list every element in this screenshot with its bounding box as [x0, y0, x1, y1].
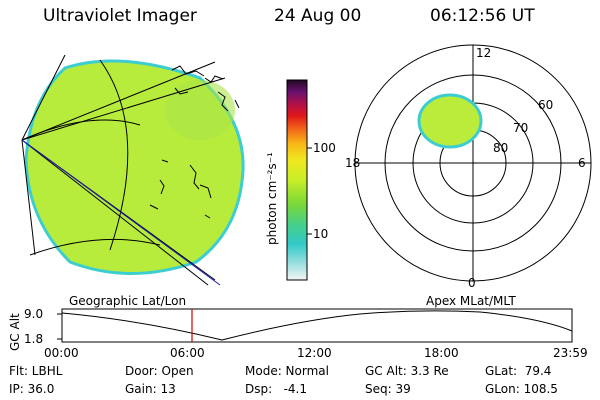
- info-gc-alt: GC Alt: 3.3 Re: [365, 364, 449, 378]
- y-tick-9: 9.0: [24, 307, 44, 321]
- colorbar-tick-10: 10: [313, 227, 329, 241]
- instrument-title: Ultraviolet Imager: [43, 6, 197, 26]
- colorbar-tick-100: 100: [313, 141, 336, 155]
- x-tick-0000: 00:00: [44, 346, 79, 360]
- x-tick-2359: 23:59: [553, 346, 588, 360]
- timeline-left-title: Geographic Lat/Lon: [69, 294, 187, 308]
- info-glon: GLon: 108.5: [485, 382, 558, 396]
- x-tick-1800: 18:00: [424, 346, 459, 360]
- time-label: 06:12:56 UT: [430, 6, 535, 26]
- coastlines: [149, 65, 240, 219]
- track-line: [21, 139, 221, 286]
- info-glat: GLat: 79.4: [485, 364, 552, 378]
- x-tick-1200: 12:00: [297, 346, 332, 360]
- x-tick-0600: 06:00: [170, 346, 205, 360]
- mlt-12-label: 12: [476, 46, 492, 60]
- auroral-image: [21, 54, 245, 286]
- timeline-y-label: GC Alt: [8, 313, 22, 351]
- info-mode: Mode: Normal: [245, 364, 329, 378]
- info-seq: Seq: 39: [365, 382, 411, 396]
- auroral-oval: [417, 93, 483, 149]
- mlt-6-label: 6: [578, 156, 586, 170]
- colorbar-unit: photon cm⁻²s⁻¹: [265, 152, 279, 245]
- info-gain: Gain: 13: [125, 382, 176, 396]
- mlt-0-label: 0: [468, 276, 476, 290]
- mlat-80-label: 80: [493, 141, 509, 155]
- info-dsp: Dsp: -4.1: [245, 382, 308, 396]
- info-door: Door: Open: [125, 364, 194, 378]
- timeline-plot: [57, 308, 573, 343]
- polar-plot: [354, 44, 592, 282]
- timeline-right-title: Apex MLat/MLT: [426, 294, 516, 308]
- disk-glow: [165, 80, 235, 140]
- info-filter: Flt: LBHL: [9, 364, 63, 378]
- date-label: 24 Aug 00: [274, 6, 362, 26]
- info-ip: IP: 36.0: [9, 382, 55, 396]
- altitude-curve: [61, 310, 573, 341]
- colorbar: [286, 79, 308, 281]
- y-tick-1.8: 1.8: [24, 332, 44, 346]
- mlat-60-label: 60: [538, 98, 554, 112]
- mlt-18-label: 18: [345, 156, 361, 170]
- mlat-70-label: 70: [513, 121, 529, 135]
